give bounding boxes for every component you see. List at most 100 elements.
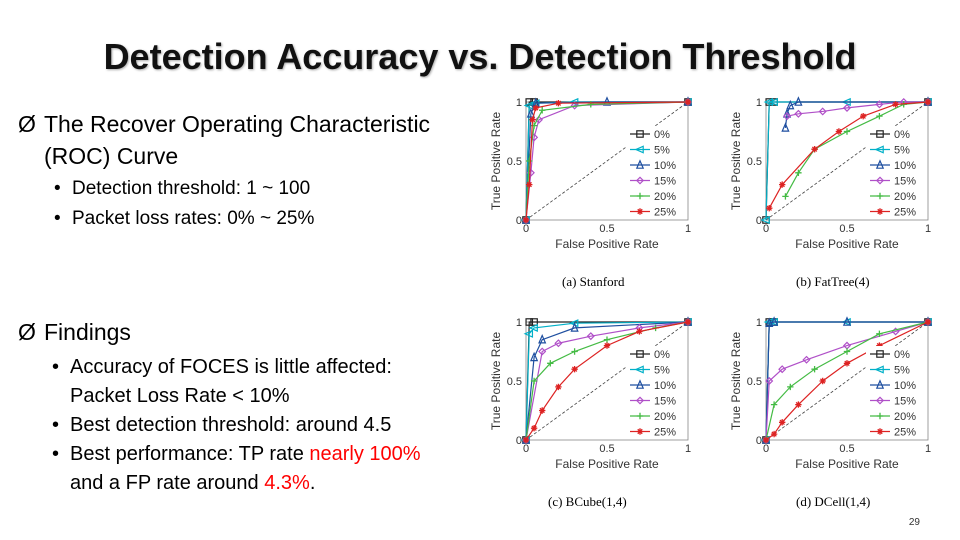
legend-label: 15% xyxy=(894,396,916,408)
legend-label: 25% xyxy=(654,427,676,439)
x-tick-label: 1 xyxy=(685,443,691,455)
marker-diamond xyxy=(765,376,774,386)
legend-label: 20% xyxy=(894,411,916,423)
x-tick-label: 0.5 xyxy=(599,223,614,235)
marker-triangle xyxy=(786,99,795,110)
legend-label: 5% xyxy=(654,145,670,157)
series-line xyxy=(525,101,689,221)
marker-triangle-left xyxy=(874,145,884,154)
legend-label: 15% xyxy=(654,396,676,408)
marker-star xyxy=(571,366,578,373)
marker-plus xyxy=(636,412,644,420)
marker-square xyxy=(876,130,884,138)
legend-label: 20% xyxy=(894,191,916,203)
marker-diamond xyxy=(635,396,645,405)
legend-label: 0% xyxy=(894,349,910,361)
y-axis-label: True Positive Rate xyxy=(489,112,503,211)
y-tick-label: 1 xyxy=(516,97,522,109)
marker-diamond xyxy=(778,365,787,374)
marker-square xyxy=(525,318,534,326)
series-25pct xyxy=(522,98,692,224)
marker-star xyxy=(636,428,644,435)
marker-square xyxy=(876,350,884,358)
marker-plus xyxy=(876,112,883,120)
slide-title: Detection Accuracy vs. Detection Thresho… xyxy=(103,36,857,77)
x-tick-label: 1 xyxy=(925,223,931,235)
marker-square xyxy=(636,350,644,358)
marker-triangle xyxy=(769,316,779,326)
dot-bullet-icon: • xyxy=(52,356,60,378)
roc-chart-stanford: 0 0.5 1 0 0.5 1 False Positive Rate True Positi… xyxy=(484,92,704,264)
marker-square xyxy=(636,130,644,138)
marker-triangle xyxy=(602,96,612,106)
marker-star xyxy=(636,328,643,335)
finding-highlight: nearly 100% xyxy=(309,443,421,465)
legend-box xyxy=(626,346,686,438)
marker-plus xyxy=(526,157,533,165)
marker-plus xyxy=(782,193,789,200)
series-line xyxy=(765,321,929,441)
y-tick-label: 0 xyxy=(516,435,522,447)
marker-plus xyxy=(811,366,818,373)
roc-chart-bcube: 0 0.5 1 0 0.5 1 False Positive Rate True Positi… xyxy=(484,312,704,484)
y-tick-label: 0.5 xyxy=(747,376,762,388)
marker-plus xyxy=(770,401,778,408)
marker-star xyxy=(843,360,851,367)
dot-bullet-icon: • xyxy=(52,443,60,465)
marker-triangle xyxy=(875,159,885,169)
marker-star xyxy=(924,318,932,326)
marker-star xyxy=(684,318,692,326)
marker-triangle xyxy=(526,108,535,118)
marker-star xyxy=(876,208,884,215)
legend-entry: 25% xyxy=(630,207,676,219)
marker-plus xyxy=(787,383,794,391)
legend-entry: 0% xyxy=(870,349,910,361)
marker-triangle xyxy=(842,316,852,326)
marker-plus xyxy=(843,128,851,135)
x-tick-label: 1 xyxy=(925,443,931,455)
marker-triangle-left xyxy=(763,97,774,107)
legend-label: 20% xyxy=(654,411,676,423)
legend-label: 10% xyxy=(654,160,676,172)
marker-star xyxy=(835,128,843,135)
marker-diamond xyxy=(842,103,852,112)
diagonal-reference-line xyxy=(525,321,689,441)
marker-plus xyxy=(587,101,594,108)
marker-triangle-left xyxy=(634,365,644,374)
marker-triangle xyxy=(529,351,539,362)
marker-plus xyxy=(530,377,538,385)
roc-subitem-text: Packet loss rates: 0% ~ 25% xyxy=(72,208,315,229)
marker-star xyxy=(770,430,778,438)
y-tick-label: 0.5 xyxy=(747,156,762,168)
chart-caption: (a) Stanford xyxy=(562,274,625,289)
marker-star xyxy=(555,99,562,107)
marker-diamond xyxy=(802,355,811,364)
marker-diamond xyxy=(818,107,827,116)
marker-star xyxy=(779,181,786,188)
series-line xyxy=(525,321,689,441)
legend-label: 10% xyxy=(654,380,676,392)
finding-text: Best performance: TP rate xyxy=(70,443,310,465)
marker-star xyxy=(795,401,802,408)
marker-diamond xyxy=(554,339,563,348)
x-tick-label: 0.5 xyxy=(599,443,614,455)
series-15pct xyxy=(521,317,693,445)
legend-entry: 25% xyxy=(870,427,916,439)
chart-caption: (c) BCube(1,4) xyxy=(548,494,627,509)
legend-entry: 15% xyxy=(870,176,916,188)
y-tick-label: 1 xyxy=(516,317,522,329)
roc-bullet: Ø The Recover Operating Characteristic (R… xyxy=(18,108,430,172)
marker-triangle xyxy=(765,317,774,327)
marker-plus xyxy=(876,330,883,337)
y-axis-label: True Positive Rate xyxy=(729,332,743,431)
legend-label: 15% xyxy=(654,176,676,188)
marker-triangle-left xyxy=(768,97,778,107)
marker-star xyxy=(762,436,770,444)
legend-label: 15% xyxy=(894,176,916,188)
marker-star xyxy=(819,377,826,385)
marker-triangle-left xyxy=(634,145,644,154)
x-tick-label: 0 xyxy=(523,223,529,235)
legend-entry: 15% xyxy=(630,176,676,188)
finding-text-cont: Packet Loss Rate < 10% xyxy=(70,385,290,407)
legend-box xyxy=(866,346,926,438)
